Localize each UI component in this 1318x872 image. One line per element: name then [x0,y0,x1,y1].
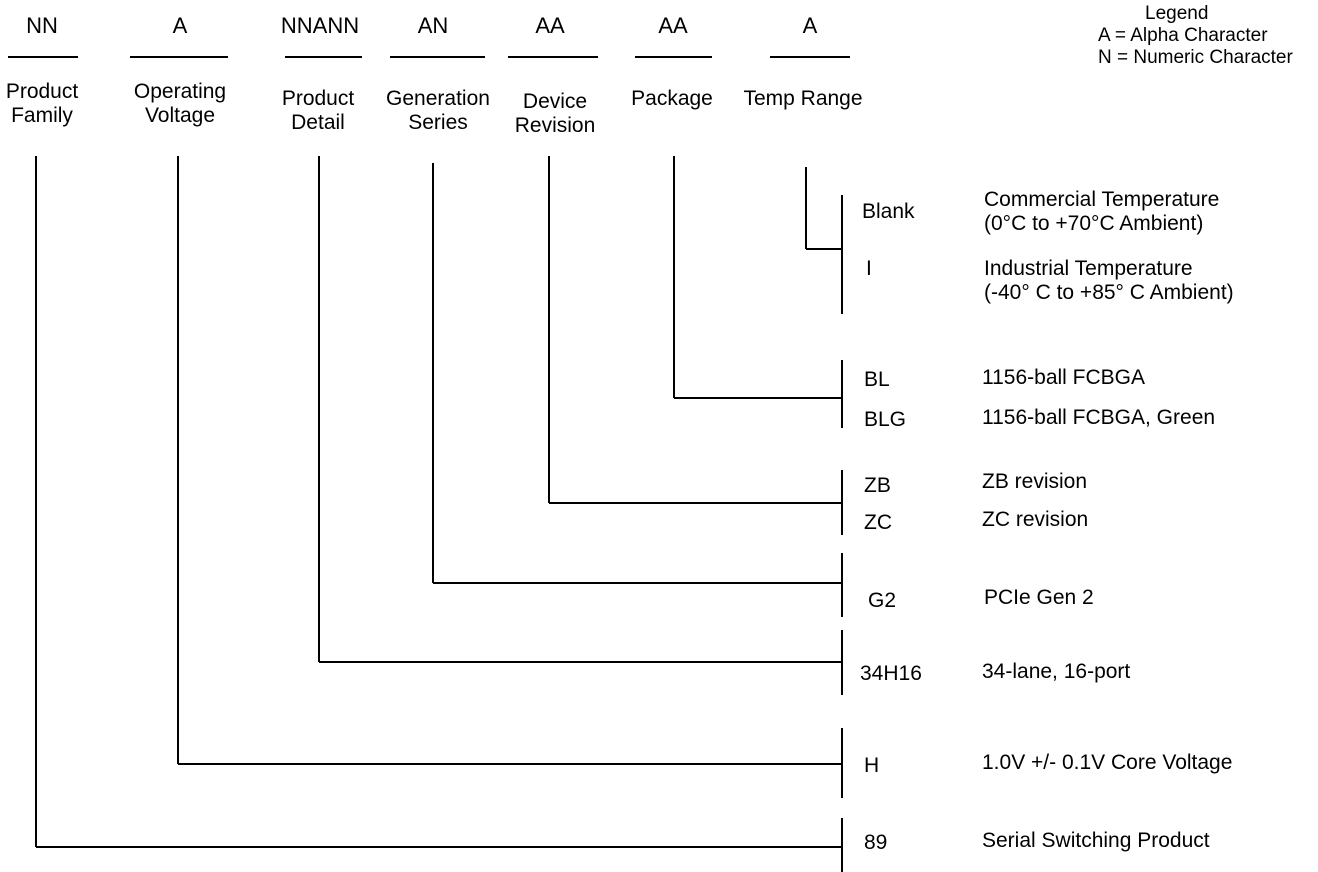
legend-numeric: N = Numeric Character [1098,47,1293,68]
label-product-family: Product Family [5,80,79,127]
code-operating-voltage: A [172,13,188,38]
label-operating-voltage: Operating Voltage [133,80,227,127]
option-code-bl: BL [864,368,890,391]
option-code-blg: BLG [864,408,907,431]
option-code-34h16: 34H16 [860,662,922,685]
label-product-detail: Product Detail [281,87,355,134]
code-device-revision: AA [535,13,565,38]
code-product-detail: NNANN [280,13,360,38]
option-code-g2: G2 [868,589,897,612]
option-desc-bl: 1156-ball FCBGA [982,366,1146,389]
option-desc-h: 1.0V +/- 0.1V Core Voltage [982,751,1233,774]
label-temp-range: Temp Range [743,87,863,110]
option-code-zb: ZB [864,474,891,497]
option-desc-34h16: 34-lane, 16-port [982,660,1131,683]
option-desc-industrial: Industrial Temperature (-40° C to +85° C… [984,257,1234,304]
option-code-i: I [866,257,872,280]
legend-title: Legend [1145,3,1209,24]
label-device-revision: Device Revision [514,90,596,137]
code-package: AA [658,13,688,38]
code-generation-series: AN [417,13,449,38]
option-code-h: H [864,754,880,777]
option-desc-blg: 1156-ball FCBGA, Green [982,406,1216,429]
code-temp-range: A [802,13,818,38]
label-package: Package [631,87,713,110]
option-desc-zc: ZC revision [982,508,1089,531]
option-code-zc: ZC [864,511,892,534]
option-desc-g2: PCIe Gen 2 [984,586,1094,609]
option-desc-zb: ZB revision [982,470,1088,493]
option-desc-commercial: Commercial Temperature (0°C to +70°C Amb… [984,188,1220,235]
legend-alpha: A = Alpha Character [1098,25,1268,46]
label-generation-series: Generation Series [386,87,490,134]
option-desc-89: Serial Switching Product [982,829,1210,852]
code-product-family: NN [26,13,58,38]
option-code-blank: Blank [862,200,915,223]
option-code-89: 89 [864,831,888,854]
